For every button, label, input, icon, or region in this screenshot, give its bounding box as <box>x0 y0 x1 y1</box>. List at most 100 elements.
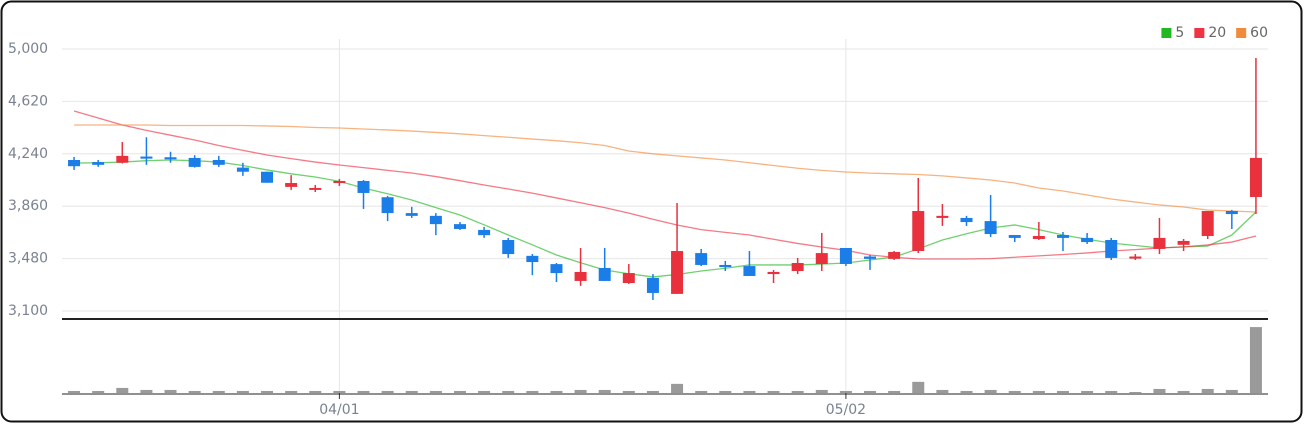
volume-bar <box>526 390 539 393</box>
volume-bar <box>1032 390 1045 393</box>
volume-bar <box>743 390 756 393</box>
volume-bar <box>646 390 659 393</box>
volume-bar <box>864 390 877 393</box>
candle-body <box>791 263 804 272</box>
candle-body <box>1153 237 1166 249</box>
volume-bar <box>357 390 370 393</box>
volume-bar <box>574 389 587 393</box>
volume-bar <box>984 389 997 393</box>
x-tick-label: 05/02 <box>826 402 866 418</box>
candle-body <box>984 221 997 235</box>
candle-body <box>960 217 973 223</box>
volume-bar <box>1105 390 1118 393</box>
y-tick-label: 4,240 <box>8 146 48 162</box>
candle-body <box>815 253 828 264</box>
candle-body <box>598 267 611 281</box>
candle-body <box>1249 157 1262 197</box>
volume-bar <box>550 390 563 393</box>
candle-body <box>1032 235 1045 240</box>
candle-body <box>1008 235 1021 238</box>
volume-bar <box>791 390 804 393</box>
candle-body <box>1129 256 1142 259</box>
candle-body <box>140 156 153 159</box>
volume-bar <box>936 389 949 393</box>
candle-body <box>309 187 322 190</box>
candle-body <box>719 264 732 268</box>
volume-bar <box>381 390 394 393</box>
volume-bar <box>695 390 708 393</box>
candle-body <box>478 229 491 236</box>
x-tick-label: 04/01 <box>319 402 359 418</box>
y-tick-label: 4,620 <box>8 93 48 109</box>
volume-bar <box>1056 390 1069 393</box>
y-tick-label: 3,860 <box>8 198 48 214</box>
volume-bar <box>839 390 852 393</box>
candle-body <box>92 162 105 165</box>
candle-body <box>864 256 877 259</box>
candle-body <box>164 157 177 160</box>
candle-body <box>453 224 466 229</box>
volume-bar <box>598 389 611 393</box>
legend-swatch <box>1194 28 1205 38</box>
candle-body <box>68 160 81 167</box>
candle-body <box>188 157 201 167</box>
volume-bar <box>1225 389 1238 393</box>
candle-body <box>212 160 225 165</box>
volume-bar <box>1081 390 1094 393</box>
candle-body <box>622 273 635 284</box>
volume-bar <box>671 383 684 393</box>
candle-body <box>405 213 418 216</box>
volume-bar <box>309 390 322 393</box>
volume-bar <box>140 389 153 393</box>
candle-body <box>743 266 756 276</box>
volume-bar <box>188 390 201 393</box>
volume-bar <box>453 390 466 393</box>
volume-bar <box>815 389 828 393</box>
candle-body <box>888 251 901 259</box>
candle-body <box>1056 235 1069 238</box>
ma-line <box>74 124 1256 213</box>
candle-body <box>429 215 442 225</box>
volume-bar <box>92 390 105 393</box>
candle-body <box>767 271 780 275</box>
volume-bar <box>1177 390 1190 393</box>
volume-bar <box>912 381 925 393</box>
volume-bar <box>719 390 732 393</box>
legend-label: 5 <box>1175 25 1184 41</box>
volume-bar <box>1201 388 1214 393</box>
volume-bar <box>405 390 418 393</box>
volume-bar <box>888 390 901 393</box>
candle-body <box>912 211 925 252</box>
candle-body <box>1081 237 1094 243</box>
candle-body <box>646 277 659 293</box>
candle-body <box>236 167 249 172</box>
volume-bar <box>1153 388 1166 393</box>
volume-bar <box>478 390 491 393</box>
volume-bar <box>1129 391 1142 393</box>
candle-body <box>261 171 274 183</box>
candle-body <box>936 215 949 218</box>
volume-bar <box>429 390 442 393</box>
volume-bar <box>236 390 249 393</box>
y-tick-label: 5,000 <box>8 41 48 57</box>
legend-label: 60 <box>1250 25 1268 41</box>
legend-swatch <box>1236 28 1247 38</box>
volume-bar <box>622 390 635 393</box>
candle-body <box>671 251 684 294</box>
volume-bar <box>333 390 346 393</box>
volume-bar <box>212 390 225 393</box>
ma-line <box>74 159 1257 278</box>
candle-body <box>357 180 370 193</box>
y-tick-label: 3,100 <box>8 303 48 319</box>
candle-body <box>1201 211 1214 236</box>
legend-label: 20 <box>1208 25 1226 41</box>
volume-bar <box>1008 390 1021 393</box>
volume-bar <box>285 390 298 393</box>
candle-body <box>550 264 563 274</box>
candle-body <box>1105 239 1118 258</box>
candle-body <box>285 183 298 187</box>
volume-bar <box>261 390 274 393</box>
volume-bar <box>767 390 780 393</box>
